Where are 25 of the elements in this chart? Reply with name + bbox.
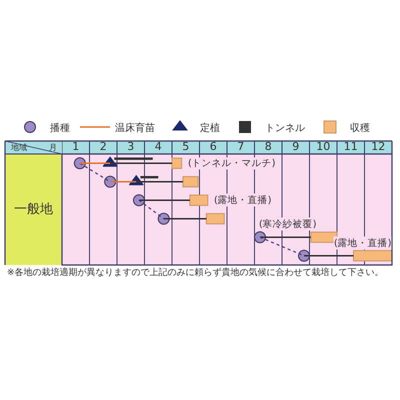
- text: 一般地: [14, 202, 53, 217]
- x-tick-label: 3: [127, 140, 134, 153]
- x-tick-label: 8: [264, 140, 272, 153]
- data-label: (露地・直播): [214, 194, 272, 206]
- data-label: (寒冷紗被覆): [259, 218, 316, 230]
- x-tick-label: 7: [237, 140, 244, 153]
- x-tick-label: 4: [154, 140, 162, 153]
- x-tick-label: 6: [210, 140, 217, 153]
- x-tick-label: 2: [100, 140, 107, 153]
- x-tick-label: 1: [72, 140, 80, 153]
- x-tick-label: 12: [371, 140, 386, 153]
- legend-label: トンネル: [265, 122, 305, 134]
- legend-label: 播種: [50, 122, 70, 134]
- data-label: (露地・直播): [334, 237, 392, 249]
- x-tick-label: 5: [182, 140, 190, 153]
- x-tick-label: 10: [316, 140, 330, 153]
- y-axis-title: 地域: [10, 143, 27, 152]
- legend-label: 温床育苗: [115, 122, 155, 134]
- x-axis-title: 月: [49, 143, 57, 152]
- x-tick-label: 9: [292, 140, 300, 153]
- text: ※各地の栽培適期が異なりますので上記のみに頼らず貴地の気候に合わせて栽培して下さい。: [7, 267, 384, 278]
- legend-label: 定植: [200, 122, 220, 134]
- x-tick-label: 11: [344, 140, 358, 153]
- legend-label: 収穫: [350, 122, 370, 134]
- data-label: (トンネル・マルチ): [188, 158, 276, 169]
